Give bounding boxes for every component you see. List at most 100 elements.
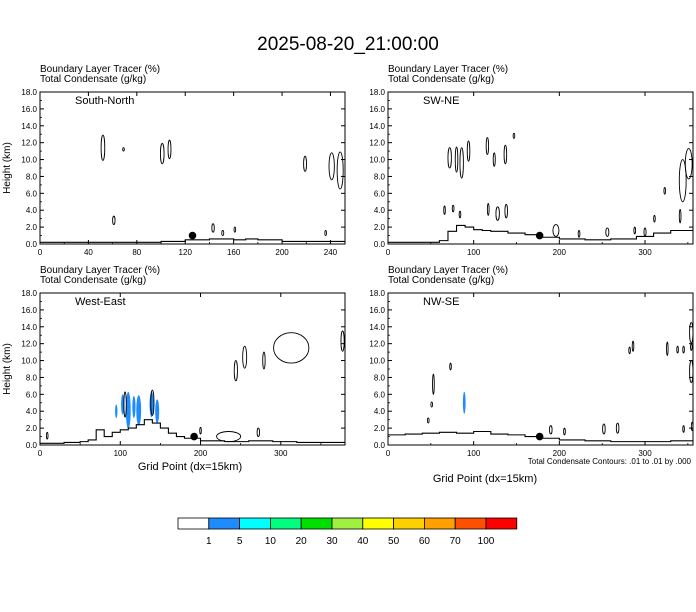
plot-area: [40, 330, 345, 444]
colorbar-label: 100: [478, 536, 495, 547]
y-tick-label: 14.0: [21, 122, 37, 131]
y-tick-label: 10.0: [21, 357, 37, 366]
condensate-contour: [123, 391, 127, 418]
condensate-contour: [466, 140, 471, 162]
panel-sw-ne: Boundary Layer Tracer (%)Total Condensat…: [369, 64, 694, 257]
colorbar-label: 60: [419, 536, 431, 547]
y-tick-label: 2.0: [26, 424, 38, 433]
condensate-contour: [549, 425, 553, 435]
y-tick-label: 16.0: [369, 306, 385, 315]
condensate-contour: [100, 134, 106, 161]
y-tick-label: 4.0: [26, 206, 38, 215]
y-tick-label: 0.0: [26, 240, 38, 249]
condensate-contour: [577, 230, 581, 238]
condensate-contour: [485, 137, 490, 155]
x-tick-label: 300: [274, 449, 288, 458]
colorbar-swatch: [393, 517, 425, 530]
condensate-contour: [690, 343, 693, 351]
boundary-layer-line: [388, 430, 693, 443]
plot-area: [40, 134, 345, 243]
boundary-layer-line: [388, 224, 693, 243]
condensate-contour: [447, 147, 452, 169]
condensate-contour: [495, 206, 500, 221]
x-axis-label: Grid Point (dx=15km): [433, 473, 537, 485]
panel-title-condensate: Total Condensate (g/kg): [388, 275, 494, 286]
y-tick-label: 2.0: [26, 223, 38, 232]
y-tick-label: 12.0: [369, 139, 385, 148]
panel-title-tracer: Boundary Layer Tracer (%): [40, 265, 160, 276]
y-tick-label: 18.0: [369, 88, 385, 97]
colorbar-swatch: [454, 517, 487, 530]
x-tick-label: 0: [38, 248, 43, 257]
condensate-contour: [167, 139, 172, 160]
y-tick-label: 4.0: [26, 407, 38, 416]
x-tick-label: 40: [84, 248, 93, 257]
condensate-contour: [273, 332, 310, 364]
condensate-contour: [336, 151, 344, 190]
panels-group: Boundary Layer Tracer (%)Total Condensat…: [2, 64, 694, 485]
condensate-contour: [256, 427, 260, 438]
panel-frame: [387, 91, 694, 245]
site-marker: [190, 432, 198, 441]
condensate-contour: [666, 341, 669, 356]
x-tick-label: 160: [227, 248, 241, 257]
condensate-contour: [122, 147, 125, 152]
site-marker: [188, 231, 197, 240]
panel-title-tracer: Boundary Layer Tracer (%): [388, 265, 508, 276]
colorbar-label: 20: [296, 536, 308, 547]
y-axis-label: Height (km): [2, 343, 13, 395]
tracer-fill: [462, 391, 466, 414]
condensate-contour: [45, 431, 49, 440]
condensate-contour: [552, 224, 560, 237]
condensate-contour: [340, 330, 345, 352]
condensate-contour: [512, 132, 516, 139]
condensate-contour: [427, 417, 430, 424]
y-tick-label: 6.0: [26, 189, 38, 198]
condensate-contour: [432, 373, 435, 395]
condensate-contour: [633, 226, 637, 235]
y-tick-label: 8.0: [374, 373, 386, 382]
condensate-contour: [233, 360, 238, 382]
contour-note: Total Condensate Contours: .01 to .01 by…: [528, 457, 692, 466]
plot-area: [388, 322, 693, 443]
tracer-fill: [155, 399, 160, 424]
colorbar-swatch: [331, 517, 364, 530]
y-tick-label: 0.0: [26, 441, 38, 450]
y-tick-label: 10.0: [369, 156, 385, 165]
panel-west-east: Boundary Layer Tracer (%)Total Condensat…: [2, 265, 346, 473]
condensate-contour: [684, 148, 693, 180]
y-tick-label: 10.0: [369, 357, 385, 366]
condensate-contour: [328, 152, 335, 181]
condensate-contour: [563, 427, 566, 436]
condensate-contour: [324, 230, 327, 237]
condensate-contour: [150, 389, 155, 416]
condensate-contour: [458, 210, 462, 219]
condensate-contour: [443, 205, 446, 215]
condensate-contour: [631, 340, 635, 352]
x-tick-label: 200: [194, 449, 208, 458]
tracer-fill: [115, 404, 118, 418]
x-tick-label: 200: [275, 248, 289, 257]
y-tick-label: 4.0: [374, 407, 386, 416]
colorbar-swatch: [208, 517, 241, 530]
y-tick-label: 14.0: [21, 323, 37, 332]
y-tick-label: 12.0: [369, 340, 385, 349]
panel-label: SW-NE: [423, 95, 459, 107]
x-tick-label: 300: [638, 248, 652, 257]
panel-label: West-East: [75, 296, 126, 308]
condensate-contour: [216, 431, 242, 443]
colorbar-label: 50: [388, 536, 400, 547]
condensate-contour: [112, 215, 116, 226]
colorbar-swatch: [177, 517, 210, 530]
panel-title-condensate: Total Condensate (g/kg): [40, 74, 146, 85]
panel-frame: [387, 292, 694, 446]
x-tick-label: 0: [386, 248, 391, 257]
condensate-contour: [682, 345, 685, 354]
colorbar: 1 5 10 20 30 40 50 60 70 100: [177, 517, 518, 547]
condensate-contour: [615, 422, 620, 434]
condensate-contour: [676, 345, 679, 354]
y-tick-label: 18.0: [21, 289, 37, 298]
y-tick-label: 2.0: [374, 424, 386, 433]
condensate-contour: [430, 401, 433, 408]
panel-title-condensate: Total Condensate (g/kg): [388, 74, 494, 85]
